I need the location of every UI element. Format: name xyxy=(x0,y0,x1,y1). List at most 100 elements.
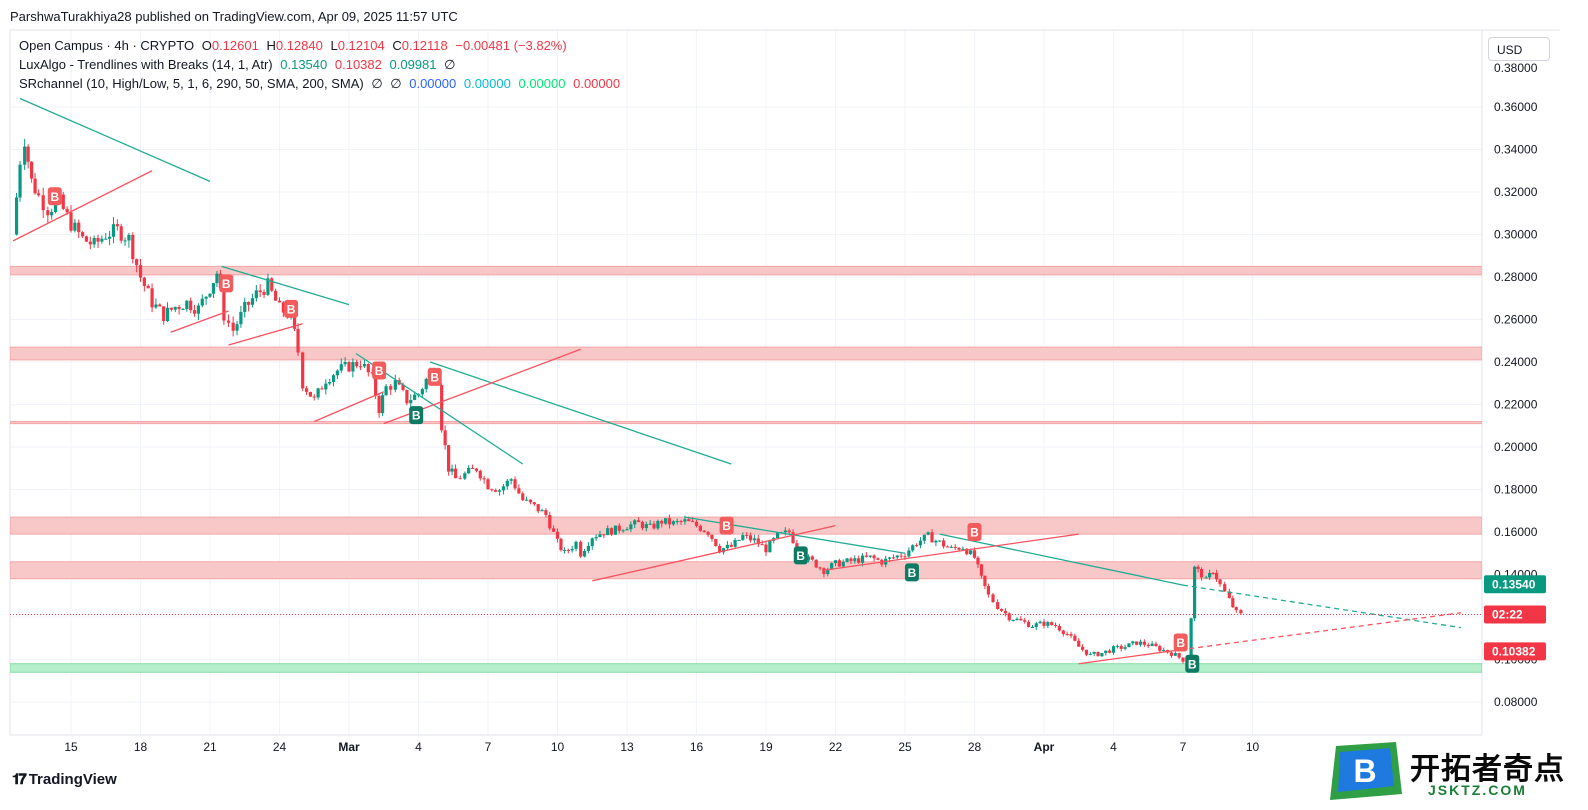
candle-body xyxy=(393,380,397,390)
candle-body xyxy=(1158,646,1162,651)
break-label-text: B xyxy=(430,370,439,384)
currency-button[interactable]: USD xyxy=(1488,37,1550,61)
candle-body xyxy=(467,468,471,474)
candle-body xyxy=(733,539,737,547)
candle-body xyxy=(377,395,381,414)
candle-body xyxy=(617,525,621,531)
candle-body xyxy=(23,146,27,165)
brand-logo-icon: B xyxy=(1330,742,1402,800)
candle-body xyxy=(1077,640,1081,647)
y-tick-label: 0.36000 xyxy=(1494,100,1538,114)
candle-body xyxy=(891,557,896,559)
x-tick-label: 22 xyxy=(829,740,843,754)
trendline-up xyxy=(592,524,836,582)
sr-zone-red xyxy=(10,265,1482,276)
tradingview-logo[interactable]: 𝟏𝟕 TradingView xyxy=(12,771,117,788)
candle-body xyxy=(841,561,845,567)
candle-body xyxy=(355,361,359,367)
legend-symbol[interactable]: Open Campus · 4h · CRYPTO xyxy=(19,38,195,53)
indicator-1-value-3: 0.09981 xyxy=(389,57,437,72)
candle-body xyxy=(1088,653,1092,655)
candle-body xyxy=(1007,613,1011,621)
y-tick-label: 0.08000 xyxy=(1494,695,1538,709)
x-tick-label: 4 xyxy=(415,740,422,754)
candle-body xyxy=(582,550,587,557)
candle-body xyxy=(513,479,517,489)
candle-body xyxy=(969,550,973,555)
candle-body xyxy=(458,478,462,480)
candle-body xyxy=(656,520,660,529)
candle-body xyxy=(574,541,578,549)
x-tick-label: Mar xyxy=(338,740,360,754)
candle-body xyxy=(1104,650,1108,654)
break-label-text: B xyxy=(970,526,979,540)
candle-body xyxy=(1239,610,1243,614)
candle-body xyxy=(922,534,926,541)
candle-body xyxy=(979,564,984,576)
indicator-1-name[interactable]: LuxAlgo - Trendlines with Breaks (14, 1,… xyxy=(19,57,273,72)
candle-body xyxy=(474,468,479,471)
candle-body xyxy=(525,499,529,501)
x-tick-label: 10 xyxy=(1246,740,1260,754)
candle-body xyxy=(942,540,946,547)
candle-body xyxy=(405,389,409,404)
candle-body xyxy=(1227,591,1231,599)
candle-body xyxy=(664,518,668,524)
candle-body xyxy=(185,300,189,310)
candle-body xyxy=(1092,652,1096,654)
break-label-up xyxy=(904,563,919,582)
candle-body xyxy=(1173,653,1177,656)
y-tick-label: 0.32000 xyxy=(1494,185,1538,199)
candle-body xyxy=(633,520,637,525)
candle-body xyxy=(266,278,270,295)
candle-body xyxy=(594,537,598,539)
candle-body xyxy=(721,548,726,553)
break-label-text: B xyxy=(287,302,296,316)
candle-body xyxy=(108,236,112,239)
legend-close-label: C xyxy=(392,38,402,53)
candle-body xyxy=(926,532,930,535)
candle-body xyxy=(384,386,388,396)
candle-body xyxy=(629,524,633,530)
candle-body xyxy=(868,555,872,557)
candle-body xyxy=(548,515,552,529)
candle-body xyxy=(274,290,278,301)
candle-body xyxy=(737,539,741,541)
candle-body xyxy=(111,224,116,237)
candle-body xyxy=(443,430,447,446)
candle-body xyxy=(706,532,710,535)
candle-body xyxy=(1061,630,1065,635)
candle-body xyxy=(150,288,154,308)
legend-high: 0.12840 xyxy=(275,38,323,53)
indicator-2-name[interactable]: SRchannel (10, High/Low, 5, 1, 6, 290, 5… xyxy=(19,76,364,91)
candle-body xyxy=(648,523,652,525)
candle-body xyxy=(226,320,231,323)
indicator-1-value-1: 0.13540 xyxy=(280,57,328,72)
candle-body xyxy=(96,237,100,242)
candle-body xyxy=(509,479,513,481)
candle-body xyxy=(1069,634,1073,636)
candle-body xyxy=(250,298,255,305)
candle-body xyxy=(1154,643,1158,647)
candle-body xyxy=(1214,572,1219,580)
candle-body xyxy=(768,540,772,553)
candle-body xyxy=(189,300,193,311)
indicator-2-value-1: ∅ xyxy=(371,76,383,91)
candle-body xyxy=(598,534,602,538)
candle-body xyxy=(158,304,162,307)
svg-text:B: B xyxy=(1353,753,1376,789)
candle-body xyxy=(46,210,50,216)
candle-body xyxy=(366,364,370,373)
candle-body xyxy=(478,470,482,479)
price-tag xyxy=(1484,642,1546,661)
candle-body xyxy=(965,548,969,555)
x-tick-label: 21 xyxy=(203,740,217,754)
trendline-up xyxy=(12,170,153,242)
break-label-text: B xyxy=(908,566,917,580)
candle-body xyxy=(660,520,664,524)
candle-body xyxy=(976,557,980,565)
candle-body xyxy=(590,538,594,547)
candle-body xyxy=(1223,584,1227,592)
candle-body xyxy=(996,602,1000,610)
